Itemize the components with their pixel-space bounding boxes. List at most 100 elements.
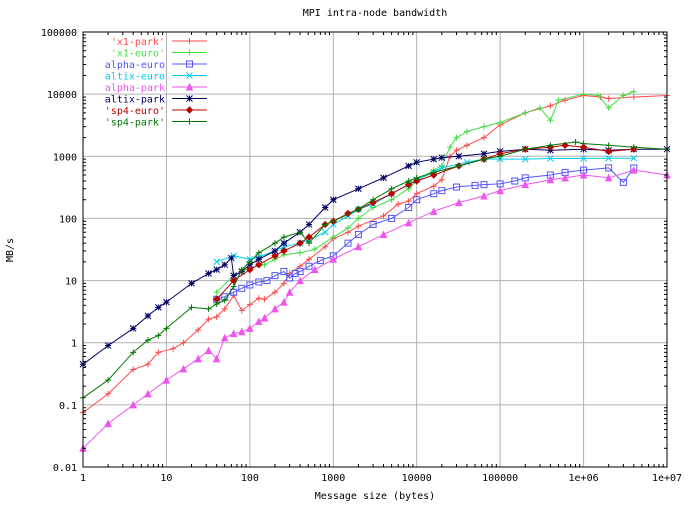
data-point — [130, 366, 137, 373]
data-point — [230, 283, 237, 290]
data-point — [280, 234, 287, 241]
data-point — [221, 305, 228, 312]
legend-marker — [186, 38, 193, 44]
data-point — [306, 240, 313, 247]
data-point — [229, 276, 238, 285]
data-point — [480, 156, 487, 163]
y-tick-label: 100000 — [41, 28, 77, 39]
data-point — [547, 117, 554, 124]
data-point — [144, 389, 152, 398]
legend-label: 'x1-euro' — [111, 49, 165, 60]
data-point — [438, 154, 446, 162]
data-point — [246, 324, 254, 332]
series-line — [82, 141, 668, 399]
data-point — [605, 95, 612, 102]
y-axis-label: MB/s — [5, 238, 16, 262]
data-point — [463, 128, 470, 135]
data-point — [438, 187, 446, 195]
data-point — [280, 298, 288, 306]
data-point — [446, 144, 453, 151]
data-point — [355, 215, 362, 222]
x-tick-label: 1e+07 — [652, 473, 682, 484]
data-point — [344, 225, 351, 232]
y-tick-label: 1 — [71, 339, 77, 350]
data-point — [260, 313, 269, 322]
legend-label: alpha-park — [105, 83, 165, 94]
legend-label: 'x1-park' — [111, 37, 165, 48]
data-point — [297, 249, 304, 256]
legend-marker — [185, 106, 194, 114]
data-point — [195, 327, 202, 334]
x-tick-label: 10 — [160, 473, 172, 484]
data-point — [630, 88, 637, 95]
data-point — [261, 261, 268, 268]
data-point — [212, 354, 221, 363]
data-point — [238, 284, 246, 292]
data-point — [521, 155, 529, 163]
data-point — [579, 143, 588, 151]
data-point — [170, 345, 177, 352]
x-tick-label: 1000 — [321, 473, 345, 484]
data-point — [229, 329, 238, 338]
data-point — [395, 201, 402, 208]
data-point — [322, 243, 329, 250]
data-point — [213, 313, 220, 320]
legend-marker — [186, 118, 193, 125]
data-point — [605, 164, 613, 172]
data-point — [497, 119, 504, 126]
series-line — [82, 148, 667, 365]
data-point — [130, 349, 137, 356]
data-point — [630, 144, 637, 151]
data-point — [344, 239, 352, 247]
data-point — [555, 97, 562, 104]
data-point — [329, 196, 337, 204]
data-point — [354, 231, 362, 239]
data-point — [405, 203, 413, 211]
data-point — [453, 183, 461, 191]
data-point — [522, 109, 529, 116]
data-point — [619, 178, 627, 186]
plot-frame — [82, 31, 668, 468]
data-point — [280, 267, 288, 275]
data-point — [329, 255, 338, 263]
data-point — [271, 289, 278, 296]
data-point — [370, 196, 377, 203]
data-point — [246, 301, 253, 308]
data-point — [413, 177, 421, 185]
data-point — [286, 274, 294, 282]
data-point — [561, 173, 569, 182]
series-group — [80, 138, 670, 401]
data-point — [255, 261, 263, 269]
data-point — [227, 254, 235, 262]
data-point — [321, 228, 329, 236]
legend-label: alpha-euro — [105, 60, 165, 71]
data-point — [404, 218, 413, 227]
data-point — [405, 198, 412, 205]
data-point — [263, 277, 271, 285]
data-point — [605, 154, 613, 162]
data-point — [497, 153, 504, 160]
data-point — [296, 276, 304, 285]
data-point — [455, 152, 463, 160]
data-point — [321, 204, 329, 211]
data-point — [255, 278, 263, 286]
data-point — [453, 147, 460, 154]
data-point — [104, 419, 112, 428]
data-point — [547, 142, 554, 149]
data-series — [79, 88, 671, 452]
data-point — [605, 142, 612, 149]
data-point — [480, 123, 487, 130]
data-point — [438, 176, 445, 183]
data-point — [413, 174, 420, 181]
data-point — [305, 262, 313, 270]
data-point — [238, 266, 245, 273]
data-point — [144, 312, 152, 320]
data-point — [604, 147, 613, 156]
data-point — [388, 214, 396, 222]
data-point — [546, 175, 555, 184]
data-point — [310, 265, 319, 274]
data-point — [311, 246, 318, 253]
